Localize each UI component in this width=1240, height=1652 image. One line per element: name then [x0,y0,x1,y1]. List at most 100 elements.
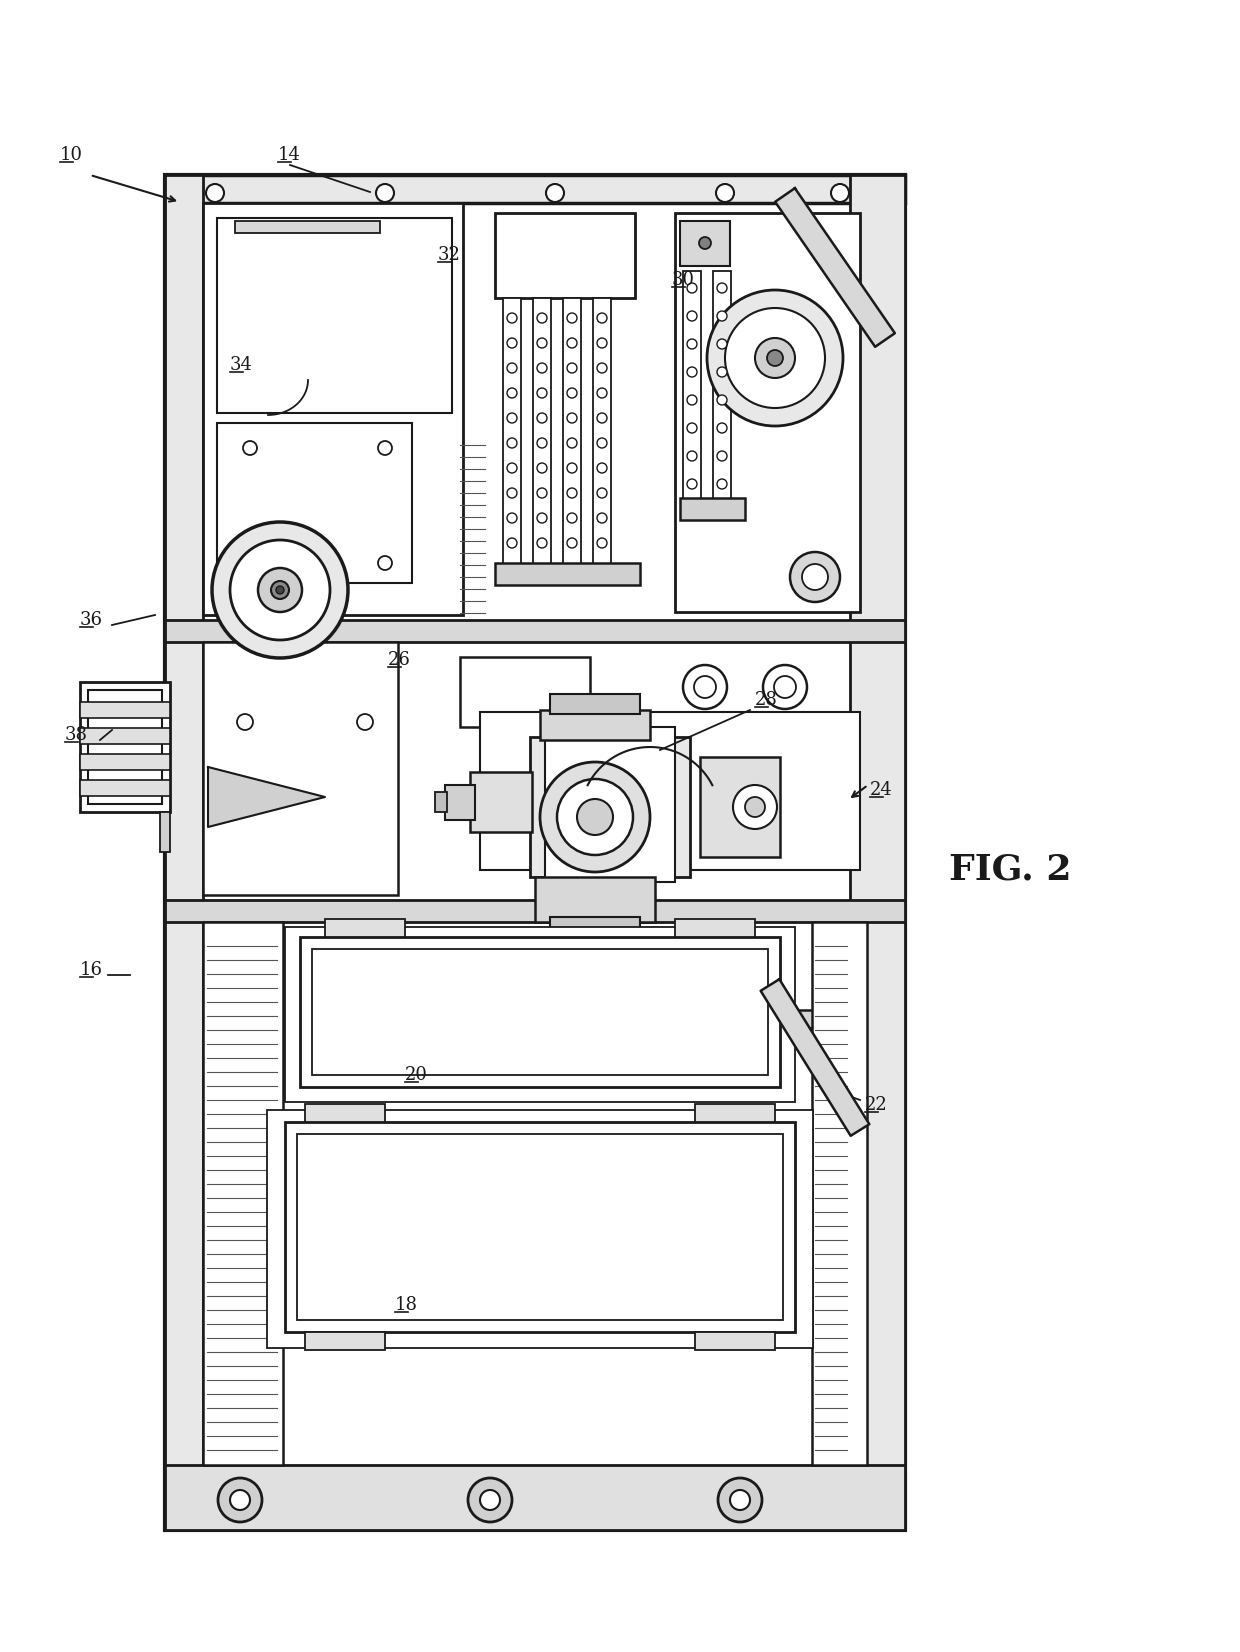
Circle shape [567,312,577,324]
Circle shape [507,487,517,497]
Bar [81,682,170,813]
Text: 30: 30 [672,271,694,289]
Bar [593,297,611,568]
Circle shape [537,487,547,497]
Bar [217,423,412,583]
Circle shape [755,339,795,378]
Bar [529,737,689,877]
Bar [675,213,861,611]
Bar [236,221,379,233]
Polygon shape [775,188,895,347]
Circle shape [717,367,727,377]
Circle shape [557,780,632,856]
Circle shape [725,307,825,408]
Circle shape [596,388,608,398]
Bar [81,753,170,770]
Circle shape [683,666,727,709]
Circle shape [507,312,517,324]
Circle shape [567,463,577,472]
Circle shape [507,388,517,398]
Circle shape [768,350,782,367]
Circle shape [567,413,577,423]
Circle shape [567,339,577,349]
Bar [305,1332,384,1350]
Circle shape [507,438,517,448]
Bar [217,218,453,413]
Circle shape [507,539,517,548]
Circle shape [687,423,697,433]
Bar [495,563,640,585]
Circle shape [790,552,839,601]
Bar [298,1133,782,1320]
Circle shape [596,339,608,349]
Text: 14: 14 [278,145,301,164]
Bar [203,643,398,895]
Circle shape [699,236,711,249]
Circle shape [507,339,517,349]
Bar [267,1110,813,1348]
Circle shape [596,514,608,524]
Bar [285,927,795,1102]
Circle shape [687,311,697,320]
Circle shape [480,1490,500,1510]
Circle shape [229,1490,250,1510]
Circle shape [687,451,697,461]
Circle shape [687,395,697,405]
Bar [165,175,905,203]
Circle shape [467,1479,512,1521]
Circle shape [537,388,547,398]
Polygon shape [760,980,869,1137]
Circle shape [237,714,253,730]
Bar [683,271,701,501]
Bar [160,813,170,852]
Circle shape [537,339,547,349]
Circle shape [277,586,284,595]
Circle shape [717,311,727,320]
Circle shape [596,413,608,423]
Circle shape [715,183,734,202]
Bar [165,620,905,643]
Circle shape [229,540,330,639]
Circle shape [378,441,392,454]
Bar [203,922,283,1465]
Circle shape [717,395,727,405]
Circle shape [717,282,727,292]
Bar [503,297,521,568]
Bar [701,757,780,857]
Circle shape [567,539,577,548]
Text: 26: 26 [388,651,410,669]
Circle shape [687,367,697,377]
Circle shape [212,522,348,657]
Circle shape [577,800,613,834]
Circle shape [546,183,564,202]
Text: 18: 18 [396,1297,418,1313]
Bar [533,297,551,568]
Circle shape [567,388,577,398]
Text: 10: 10 [60,145,83,164]
Bar [305,1104,384,1122]
Circle shape [243,557,257,570]
Circle shape [730,1490,750,1510]
Text: 34: 34 [229,355,253,373]
Bar [203,1009,849,1028]
Bar [551,694,640,714]
Circle shape [831,183,849,202]
Circle shape [774,676,796,699]
Bar [81,702,170,719]
Circle shape [206,183,224,202]
Circle shape [537,413,547,423]
Text: 24: 24 [870,781,893,800]
Circle shape [718,1479,763,1521]
Circle shape [687,282,697,292]
Circle shape [537,463,547,472]
Bar [165,1465,905,1530]
Circle shape [376,183,394,202]
Circle shape [596,312,608,324]
Circle shape [567,363,577,373]
Circle shape [763,666,807,709]
Bar [694,1104,775,1122]
Bar [470,771,532,833]
Circle shape [717,423,727,433]
Circle shape [507,363,517,373]
Bar [445,960,785,1003]
